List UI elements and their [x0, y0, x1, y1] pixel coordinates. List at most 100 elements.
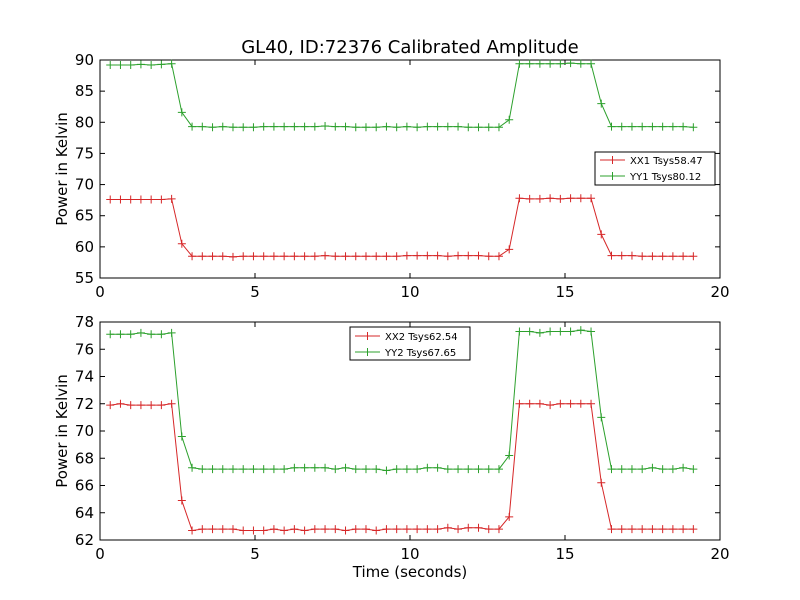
top-series-1-point-51: [627, 122, 636, 131]
bottom-series-1-point-38: [494, 465, 503, 474]
bottom-series-line-1: [110, 329, 694, 472]
top-series-1-point-2: [126, 60, 135, 69]
bottom-series-1-point-57: [689, 465, 698, 474]
bottom-series-1-point-46: [576, 326, 585, 335]
top-series-0-point-36: [474, 251, 483, 260]
bottom-series-0-point-42: [535, 399, 544, 408]
bottom-series-1-point-29: [402, 465, 411, 474]
bottom-y-tick-label-2: 66: [75, 477, 94, 495]
top-series-0-point-50: [617, 251, 626, 260]
top-series-1-point-35: [464, 123, 473, 132]
top-series-0-point-46: [576, 194, 585, 203]
bottom-series-1-point-52: [638, 465, 647, 474]
top-series-1-point-37: [484, 123, 493, 132]
top-series-1-point-49: [607, 122, 616, 131]
top-series-0-point-41: [525, 194, 534, 203]
top-series-0-point-18: [290, 252, 299, 261]
top-series-1-point-27: [382, 122, 391, 131]
bottom-series-1-point-0: [106, 330, 115, 339]
bottom-series-1-point-55: [668, 465, 677, 474]
bottom-series-1-point-44: [556, 327, 565, 336]
legend-marker-xx2: [363, 332, 372, 340]
bottom-series-1-point-2: [126, 330, 135, 339]
top-y-tick-label-1: 60: [75, 238, 94, 256]
bottom-plot: Power in Kelvin Time (seconds) 0 5 10 15 20 …: [53, 313, 730, 581]
bottom-series-1-point-21: [321, 463, 330, 472]
bottom-series-1-point-37: [484, 465, 493, 474]
top-series-0-point-8: [188, 252, 197, 261]
top-y-tick-label-7: 90: [75, 51, 94, 69]
top-series-line-1: [110, 62, 694, 128]
top-series-1-point-18: [290, 122, 299, 131]
bottom-series-1-point-42: [535, 328, 544, 337]
bottom-x-tick-label-4: 20: [710, 545, 729, 563]
top-y-tick-label-4: 75: [75, 144, 94, 162]
top-series-1-point-8: [188, 122, 197, 131]
bottom-series-0-point-24: [351, 525, 360, 534]
bottom-series-1-point-23: [341, 463, 350, 472]
legend-label-yy1: YY1 Tsys80.12: [629, 172, 701, 183]
top-series-0-point-23: [341, 252, 350, 261]
top-series-0-point-0: [106, 195, 115, 204]
top-series-0-point-16: [269, 252, 278, 261]
top-series-1-point-31: [423, 122, 432, 131]
bottom-series-1-point-53: [648, 463, 657, 472]
bottom-series-0-point-43: [546, 401, 555, 410]
top-y-axis-label: Power in Kelvin: [53, 112, 71, 226]
bottom-series-1-point-24: [351, 465, 360, 474]
bottom-series-1-point-32: [433, 463, 442, 472]
top-series-0-point-24: [351, 252, 360, 261]
top-series-0-point-21: [321, 251, 330, 260]
top-series-0-point-17: [280, 252, 289, 261]
bottom-series-0-point-54: [658, 525, 667, 534]
bottom-series-0-point-13: [239, 526, 248, 535]
top-x-tick-label-3: 15: [555, 283, 574, 301]
top-legend: XX1 Tsys58.47 YY1 Tsys80.12: [594, 151, 716, 186]
bottom-y-tick-label-0: 62: [75, 531, 94, 549]
top-series-1-point-56: [679, 122, 688, 131]
bottom-y-tick-label-4: 70: [75, 422, 94, 440]
top-series-0-point-51: [627, 251, 636, 260]
bottom-series-1-point-51: [627, 465, 636, 474]
bottom-x-tick-label-3: 15: [555, 545, 574, 563]
bottom-series-0-point-48: [597, 478, 606, 487]
bottom-series: [106, 326, 698, 535]
legend-label-yy2: YY2 Tsys67.65: [384, 348, 456, 359]
top-series-1-point-19: [300, 122, 309, 131]
top-x-tick-label-4: 20: [710, 283, 729, 301]
top-series-0-point-1: [116, 195, 125, 204]
top-series-0-point-10: [208, 252, 217, 261]
top-x-tick-label-2: 10: [400, 283, 419, 301]
bottom-series-0-point-5: [157, 401, 166, 410]
top-series-1-point-43: [546, 59, 555, 68]
bottom-series-0-point-33: [443, 523, 452, 532]
top-series-0-point-29: [402, 251, 411, 260]
bottom-series-0-point-20: [310, 525, 319, 534]
top-series-1-point-11: [218, 122, 227, 131]
top-series-1-point-1: [116, 60, 125, 69]
bottom-series-0-point-18: [290, 525, 299, 534]
bottom-series-1-point-11: [218, 465, 227, 474]
bottom-series-0-point-8: [188, 526, 197, 535]
top-series-1-point-40: [515, 59, 524, 68]
top-series-0-point-26: [372, 252, 381, 261]
top-series-1-point-41: [525, 59, 534, 68]
bottom-legend-box: [349, 326, 471, 361]
bottom-series-1-point-15: [259, 465, 268, 474]
legend-label-xx2: XX2 Tsys62.54: [385, 332, 458, 343]
bottom-series-1-point-9: [198, 465, 207, 474]
legend-marker-yy1: [608, 172, 617, 180]
top-series-1-point-9: [198, 122, 207, 131]
bottom-series-line-0: [110, 403, 694, 532]
top-series-1-point-30: [413, 123, 422, 132]
top-series-0-point-4: [147, 195, 156, 204]
top-series-1-point-44: [556, 59, 565, 68]
bottom-series-0-point-31: [423, 525, 432, 534]
top-series-0-point-37: [484, 252, 493, 261]
top-series-1-point-16: [269, 122, 278, 131]
bottom-y-tick-label-6: 74: [75, 368, 94, 386]
bottom-series-0-point-46: [576, 399, 585, 408]
bottom-series-1-point-27: [382, 466, 391, 475]
top-series-1-point-25: [361, 123, 370, 132]
top-series-0-point-19: [300, 252, 309, 261]
